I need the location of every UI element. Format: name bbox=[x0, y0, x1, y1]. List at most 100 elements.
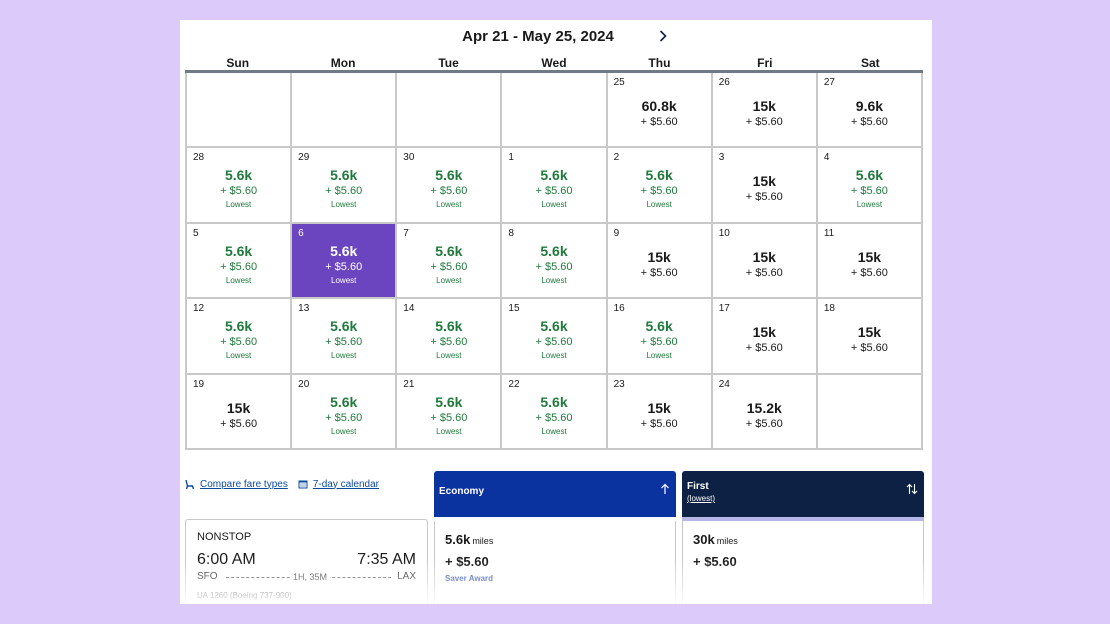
day-cell[interactable]: 30 5.6k + $5.60 Lowest bbox=[397, 148, 501, 222]
day-number: 3 bbox=[718, 152, 725, 164]
flight-summary-card[interactable]: NONSTOP 6:00 AM 7:35 AM SFO 1H, 35M LAX … bbox=[185, 519, 428, 604]
day-fare: 15k + $5.60 bbox=[608, 248, 711, 281]
taxes-fee: + $5.60 bbox=[850, 185, 888, 198]
day-cell[interactable]: 3 15k + $5.60 bbox=[712, 148, 816, 222]
day-cell[interactable]: 10 15k + $5.60 bbox=[712, 223, 816, 298]
day-cell[interactable]: 7 5.6k + $5.60 Lowest bbox=[397, 223, 501, 298]
taxes-fee: + $5.60 bbox=[745, 417, 783, 430]
day-cell[interactable]: 13 5.6k + $5.60 Lowest bbox=[292, 299, 396, 373]
day-fare: 15k + $5.60 bbox=[713, 97, 816, 130]
miles-price: 15k bbox=[752, 173, 776, 190]
day-fare: 5.6k + $5.60 Lowest bbox=[187, 317, 290, 362]
weekday-label: Sun bbox=[226, 56, 250, 70]
day-cell[interactable]: 4 5.6k + $5.60 Lowest bbox=[817, 148, 921, 222]
seat-icon bbox=[185, 479, 195, 489]
weekday-label: Tue bbox=[438, 56, 459, 70]
compare-fare-types-link[interactable]: Compare fare types bbox=[184, 479, 288, 490]
selected-day-cell[interactable]: 6 5.6k + $5.60 Lowest bbox=[292, 223, 396, 298]
day-cell[interactable]: 20 5.6k + $5.60 Lowest bbox=[292, 374, 396, 448]
day-cell[interactable]: 25 60.8k + $5.60 bbox=[607, 73, 711, 147]
day-cell[interactable]: 8 5.6k + $5.60 Lowest bbox=[502, 223, 606, 298]
next-month-button[interactable] bbox=[654, 26, 672, 46]
taxes-fee: + $5.60 bbox=[745, 266, 783, 279]
calendar-icon bbox=[298, 480, 308, 489]
miles-price: 15k bbox=[857, 248, 882, 265]
day-cell[interactable]: 9 15k + $5.60 bbox=[607, 223, 711, 298]
miles-price: 15k bbox=[647, 248, 671, 265]
calendar-header: Apr 21 - May 25, 2024 bbox=[180, 20, 932, 54]
day-fare: 5.6k + $5.60 Lowest bbox=[292, 393, 395, 438]
miles-price: 15k bbox=[226, 399, 251, 416]
day-cell[interactable]: 11 15k + $5.60 bbox=[817, 223, 921, 298]
flight-number: UA 1260 (Boeing 737-900) bbox=[197, 591, 292, 600]
day-cell[interactable]: 12 5.6k + $5.60 Lowest bbox=[187, 299, 291, 373]
saver-award-label: Saver Award bbox=[445, 574, 494, 583]
economy-label: Economy bbox=[439, 486, 485, 497]
day-cell[interactable]: 29 5.6k + $5.60 Lowest bbox=[292, 148, 396, 222]
miles-price: 5.6k bbox=[540, 318, 568, 335]
day-cell[interactable]: 21 5.6k + $5.60 Lowest bbox=[397, 374, 501, 448]
day-number: 21 bbox=[403, 378, 415, 390]
economy-header-button[interactable]: Economy bbox=[434, 471, 676, 517]
day-cell[interactable]: 1 5.6k + $5.60 Lowest bbox=[502, 148, 606, 222]
weekday-label: Sat bbox=[860, 56, 880, 70]
day-number: 1 bbox=[508, 152, 514, 164]
day-cell[interactable]: 19 15k + $5.60 bbox=[187, 374, 291, 448]
economy-miles: 5.6k miles bbox=[445, 532, 493, 547]
calendar-grid: 25 60.8k + $5.60 26 15k + $5.60 27 9.6k + $5.60 2… bbox=[185, 73, 923, 450]
day-cell[interactable]: 5 5.6k + $5.60 Lowest bbox=[187, 223, 291, 298]
taxes-fee: + $5.60 bbox=[850, 116, 888, 128]
day-number: 2 bbox=[613, 152, 620, 164]
miles-price: 15k bbox=[752, 98, 776, 114]
day-cell[interactable]: 18 15k + $5.60 bbox=[817, 299, 921, 373]
miles-price: 5.6k bbox=[435, 318, 463, 335]
first-header-button[interactable]: First (lowest) bbox=[682, 471, 924, 517]
day-number: 15 bbox=[508, 303, 520, 315]
seven-day-calendar-link[interactable]: 7-day calendar bbox=[298, 479, 379, 490]
day-cell[interactable]: 16 5.6k + $5.60 Lowest bbox=[607, 299, 711, 373]
first-lowest-link[interactable]: (lowest) bbox=[687, 494, 716, 503]
miles-price: 5.6k bbox=[330, 318, 358, 335]
first-header-band bbox=[682, 517, 924, 521]
weekday-label: Thu bbox=[648, 56, 671, 70]
day-cell[interactable]: 24 15.2k + $5.60 bbox=[712, 374, 816, 448]
arrive-time: 7:35 AM bbox=[357, 551, 416, 568]
day-cell[interactable]: 23 15k + $5.60 bbox=[607, 374, 711, 448]
arrow-up-icon bbox=[661, 483, 669, 494]
fare-calendar-page: Apr 21 - May 25, 2024 Sun Mon Tue Wed Th… bbox=[180, 20, 932, 604]
day-cell[interactable]: 22 5.6k + $5.60 Lowest bbox=[502, 374, 606, 448]
day-fare: 15k + $5.60 bbox=[608, 399, 711, 432]
day-cell[interactable]: 26 15k + $5.60 bbox=[712, 73, 816, 147]
miles-price: 5.6k bbox=[540, 393, 568, 410]
day-number: 4 bbox=[823, 152, 830, 164]
taxes-fee: + $5.60 bbox=[640, 336, 678, 349]
taxes-fee: + $5.60 bbox=[640, 116, 678, 128]
day-number: 27 bbox=[823, 77, 835, 88]
first-fare-cell[interactable]: 30k miles + $5.60 bbox=[682, 521, 924, 604]
day-number: 12 bbox=[193, 303, 205, 315]
day-fare: 9.6k + $5.60 bbox=[818, 97, 921, 130]
economy-fee: + $5.60 bbox=[445, 554, 489, 569]
day-cell[interactable]: 27 9.6k + $5.60 bbox=[817, 73, 921, 147]
seven-day-calendar-label: 7-day calendar bbox=[312, 478, 379, 490]
day-cell[interactable]: 15 5.6k + $5.60 Lowest bbox=[502, 299, 606, 373]
empty-day-cell bbox=[187, 73, 291, 147]
day-cell[interactable]: 14 5.6k + $5.60 Lowest bbox=[397, 299, 501, 373]
day-cell[interactable]: 28 5.6k + $5.60 Lowest bbox=[187, 148, 291, 222]
day-fare: 5.6k + $5.60 Lowest bbox=[397, 317, 500, 362]
first-fare-column: First (lowest) 30k miles + $5.60 bbox=[682, 471, 924, 604]
lowest-badge: Lowest bbox=[436, 426, 462, 436]
day-fare: 5.6k + $5.60 Lowest bbox=[608, 317, 711, 362]
taxes-fee: + $5.60 bbox=[535, 260, 573, 273]
day-fare: 5.6k + $5.60 Lowest bbox=[502, 393, 605, 438]
lowest-badge: Lowest bbox=[331, 351, 357, 361]
day-cell[interactable]: 2 5.6k + $5.60 Lowest bbox=[607, 148, 711, 222]
day-fare: 5.6k + $5.60 Lowest bbox=[292, 242, 395, 287]
weekday-label: Fri bbox=[757, 56, 773, 70]
taxes-fee: + $5.60 bbox=[220, 185, 258, 198]
flight-duration: 1H, 35M bbox=[290, 572, 331, 582]
economy-fare-cell[interactable]: 5.6k miles + $5.60 Saver Award bbox=[434, 521, 676, 604]
miles-price: 5.6k bbox=[540, 167, 568, 184]
day-cell[interactable]: 17 15k + $5.60 bbox=[712, 299, 816, 373]
economy-miles-value: 5.6k bbox=[445, 532, 471, 547]
